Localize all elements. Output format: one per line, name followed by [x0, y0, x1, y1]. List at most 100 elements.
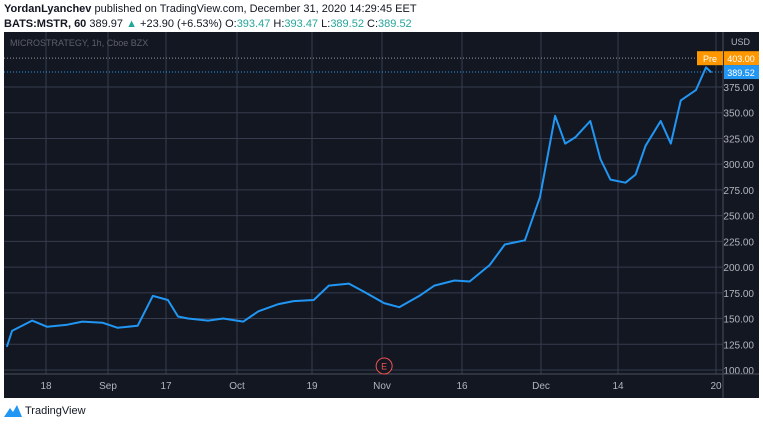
- data-point: [695, 89, 697, 91]
- data-point: [257, 310, 260, 313]
- x-tick-label: Sep: [99, 381, 117, 392]
- data-point: [152, 295, 154, 297]
- low-value: 389.52: [330, 18, 364, 30]
- x-tick-label: 18: [40, 381, 52, 392]
- data-point: [242, 320, 245, 323]
- footer: TradingView: [4, 403, 86, 419]
- data-point: [187, 317, 189, 320]
- data-point: [644, 144, 647, 147]
- data-point: [589, 120, 592, 122]
- data-point: [177, 315, 179, 318]
- data-point: [710, 71, 712, 73]
- data-point: [363, 290, 365, 293]
- symbol-label: BATS:MSTR, 60: [4, 18, 87, 30]
- data-point: [634, 173, 637, 176]
- data-point: [659, 120, 662, 122]
- high-label: H:: [273, 18, 285, 30]
- data-point: [504, 243, 506, 246]
- data-point: [116, 327, 119, 329]
- data-point: [539, 196, 541, 198]
- data-point: [277, 303, 280, 305]
- y-tick-label: 225.00: [723, 237, 754, 248]
- x-tick-label: 17: [160, 381, 172, 392]
- y-tick-label: 275.00: [723, 186, 754, 197]
- y-tick-label: 150.00: [723, 315, 754, 326]
- data-point: [101, 321, 104, 324]
- data-point: [348, 282, 350, 285]
- data-point: [46, 325, 49, 328]
- close-label: C:: [367, 18, 379, 30]
- y-tick-label: 250.00: [723, 212, 754, 223]
- publish-info: YordanLyanchev published on TradingView.…: [4, 2, 759, 16]
- data-point: [599, 158, 602, 160]
- y-tick-label: 300.00: [723, 160, 754, 171]
- chart-header: YordanLyanchev published on TradingView.…: [4, 2, 759, 31]
- y-tick-label: 100.00: [723, 366, 754, 377]
- data-point: [398, 306, 401, 309]
- data-point: [574, 136, 577, 139]
- last-price: 389.97: [89, 18, 124, 30]
- data-point: [81, 320, 84, 323]
- y-tick-label: 200.00: [723, 263, 754, 274]
- data-point: [167, 299, 169, 301]
- x-tick-label: 20: [710, 381, 722, 392]
- pre-price-label: 403.00: [727, 54, 755, 64]
- close-value: 389.52: [378, 18, 412, 30]
- x-tick-label: Nov: [373, 381, 391, 392]
- x-tick-label: 19: [306, 381, 318, 392]
- y-tick-label: 325.00: [723, 134, 754, 145]
- tradingview-logo-icon[interactable]: [4, 405, 22, 417]
- data-point: [222, 317, 225, 320]
- published-text: published on TradingView.com, December 3…: [94, 3, 417, 15]
- data-point: [609, 178, 612, 181]
- earnings-event-label: E: [381, 362, 387, 372]
- x-tick-label: Dec: [532, 381, 550, 392]
- data-point: [680, 99, 682, 102]
- y-tick-label: 125.00: [723, 340, 754, 351]
- data-point: [705, 66, 707, 69]
- data-point: [66, 323, 69, 326]
- data-point: [312, 299, 315, 301]
- data-point: [418, 295, 421, 297]
- data-point: [136, 324, 139, 327]
- author-name[interactable]: YordanLyanchev: [4, 3, 92, 15]
- y-tick-label: 375.00: [723, 83, 754, 94]
- last-price-label: 389.52: [727, 68, 755, 78]
- data-point: [524, 239, 526, 242]
- up-arrow-icon: ▲: [126, 18, 137, 30]
- low-label: L:: [321, 18, 331, 30]
- data-point: [383, 302, 385, 304]
- pre-badge-label: Pre: [703, 54, 717, 64]
- data-point: [468, 280, 471, 283]
- y-tick-label: 350.00: [723, 109, 754, 120]
- price-change: +23.90 (+6.53%): [140, 18, 222, 30]
- brand-name[interactable]: TradingView: [25, 405, 86, 417]
- data-point: [488, 264, 491, 266]
- data-point: [207, 319, 209, 322]
- high-value: 393.47: [284, 18, 319, 30]
- data-point: [11, 330, 13, 332]
- last-price-badge: [724, 65, 759, 80]
- open-label: O:: [225, 18, 237, 30]
- currency-label[interactable]: USD: [731, 37, 751, 47]
- y-tick-label: 175.00: [723, 289, 754, 300]
- data-point: [292, 300, 295, 302]
- pre-badge: [697, 51, 723, 66]
- chart-area[interactable]: 18 Sep 17 Oct 19 Nov 16 Dec 14 20 100.00 125.00 150.…: [4, 32, 759, 398]
- data-point: [669, 142, 672, 145]
- data-point: [554, 115, 556, 117]
- earnings-event-icon[interactable]: [375, 357, 393, 375]
- data-point: [564, 142, 566, 145]
- data-point: [433, 284, 436, 287]
- pre-price-badge: [724, 51, 759, 66]
- open-value: 393.47: [236, 18, 271, 30]
- data-point: [328, 284, 330, 287]
- x-tick-label: Oct: [229, 381, 245, 392]
- quote-line: BATS:MSTR, 60 389.97 ▲ +23.90 (+6.53%) O…: [4, 17, 759, 31]
- data-point: [624, 181, 627, 184]
- chart-watermark: MICROSTRATEGY, 1h, Cboe BZX: [10, 38, 148, 48]
- data-point: [453, 279, 456, 282]
- data-point: [31, 319, 33, 322]
- price-series-line[interactable]: [6, 66, 712, 347]
